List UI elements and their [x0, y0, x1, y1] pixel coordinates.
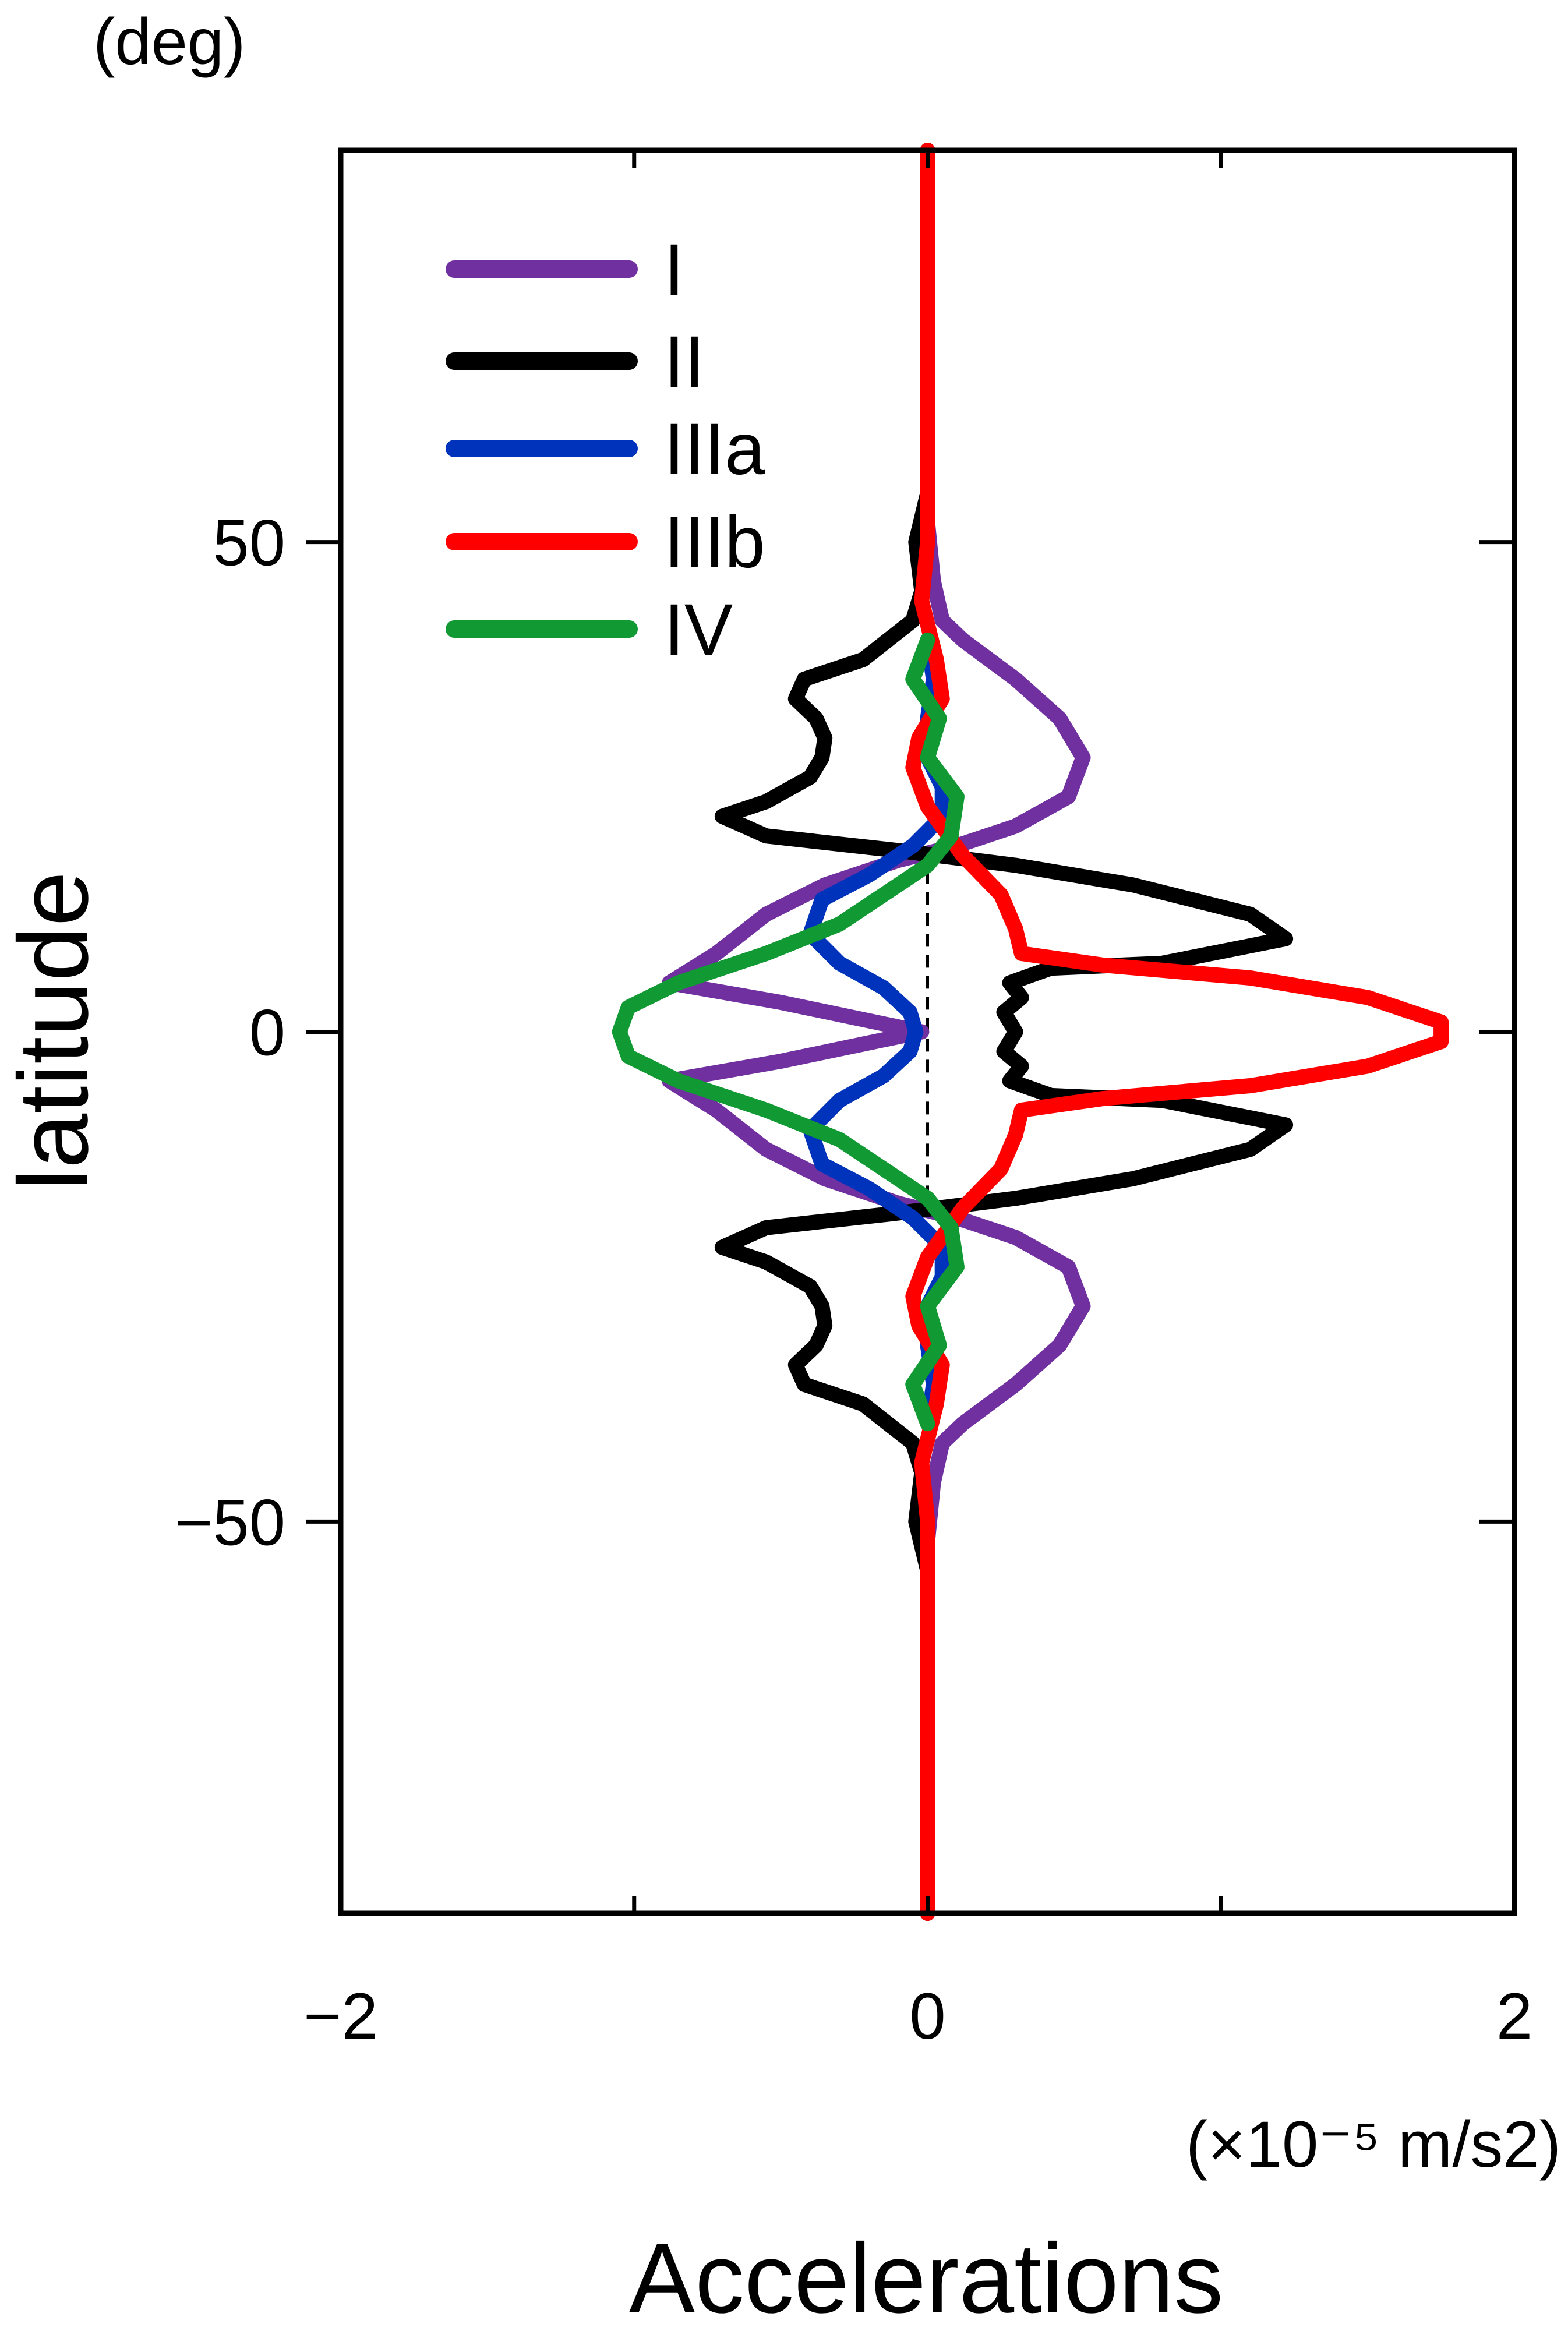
series-line-3 [803, 632, 950, 1432]
legend-label-2: II [664, 322, 704, 402]
plot-area: −50 0 50 −2 0 2 [175, 143, 1532, 2053]
x-tick-label: −2 [303, 1980, 378, 2053]
legend: I II IIIa IIIb IV [446, 229, 765, 670]
y-tick-label: 50 [213, 507, 285, 580]
x-tick-label: 0 [909, 1980, 945, 2053]
x-unit-label: (×10⁻⁵ m/s2) [1186, 2108, 1561, 2181]
legend-label-4: IIIb [664, 502, 765, 583]
y-tick-label: −50 [175, 1486, 285, 1559]
y-tick-label: 0 [249, 997, 285, 1069]
legend-item-1: I [446, 229, 684, 310]
series-line-5 [612, 632, 965, 1432]
x-tick-label: 2 [1496, 1980, 1532, 2053]
legend-label-3: IIIa [664, 409, 765, 490]
x-axis-title: Accelerations [629, 2223, 1224, 2331]
legend-item-4: IIIb [446, 502, 765, 583]
y-axis-title: latitude [0, 871, 109, 1191]
legend-item-5: IV [446, 589, 733, 670]
legend-item-2: II [446, 322, 704, 402]
legend-label-1: I [664, 229, 684, 310]
series-line-2 [714, 143, 1294, 1921]
y-unit-label: (deg) [93, 5, 245, 78]
legend-item-3: IIIa [446, 409, 765, 490]
legend-label-5: IV [664, 589, 733, 670]
